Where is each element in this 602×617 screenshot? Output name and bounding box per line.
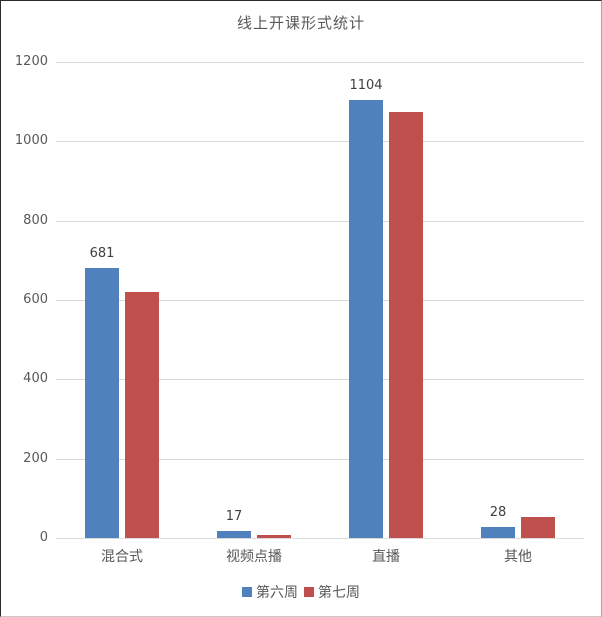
- y-axis-tick-label: 800: [23, 212, 48, 228]
- bar-value-label: 1104: [349, 78, 383, 94]
- bar-week7: [521, 516, 555, 538]
- legend-item-week6: 第六周: [242, 582, 298, 602]
- gridline: [56, 300, 584, 301]
- gridline: [56, 62, 584, 63]
- y-axis-tick-label: 400: [23, 371, 48, 387]
- x-axis-category-label: 直播: [372, 549, 400, 565]
- gridline: [56, 220, 584, 222]
- legend-item-week7: 第七周: [304, 582, 360, 602]
- x-axis-category-label: 混合式: [101, 549, 143, 565]
- y-axis-tick-label: 1000: [14, 133, 48, 149]
- bar-value-label: 681: [89, 245, 115, 261]
- bar-week7: [389, 111, 423, 538]
- legend-swatch-week6-icon: [242, 587, 252, 597]
- legend-label-week6: 第六周: [256, 585, 298, 601]
- chart-title: 线上开课形式统计: [236, 14, 365, 32]
- legend-swatch-week7-icon: [304, 587, 314, 597]
- x-axis-category-label: 其他: [504, 549, 532, 565]
- bar-value-label: 17: [225, 509, 243, 525]
- bar-week6: [349, 100, 383, 538]
- bar-week6: [217, 531, 251, 538]
- bar-week6: [85, 267, 119, 538]
- y-axis-tick-label: 1200: [14, 54, 48, 69]
- legend: 第六周 第七周: [1, 582, 601, 602]
- bar-week7: [257, 534, 291, 538]
- y-axis-tick-label: 600: [23, 292, 48, 307]
- y-axis-tick-label: 200: [23, 450, 48, 466]
- y-axis-tick-label: 0: [39, 530, 48, 545]
- gridline: [56, 141, 584, 143]
- legend-label-week7: 第七周: [318, 585, 360, 601]
- bar-week6: [481, 526, 515, 538]
- gridline: [56, 379, 584, 381]
- x-axis-category-label: 视频点播: [226, 549, 282, 565]
- gridline: [56, 538, 584, 539]
- bar-week7: [125, 292, 159, 538]
- bar-value-label: 28: [489, 504, 507, 520]
- gridline: [56, 458, 584, 460]
